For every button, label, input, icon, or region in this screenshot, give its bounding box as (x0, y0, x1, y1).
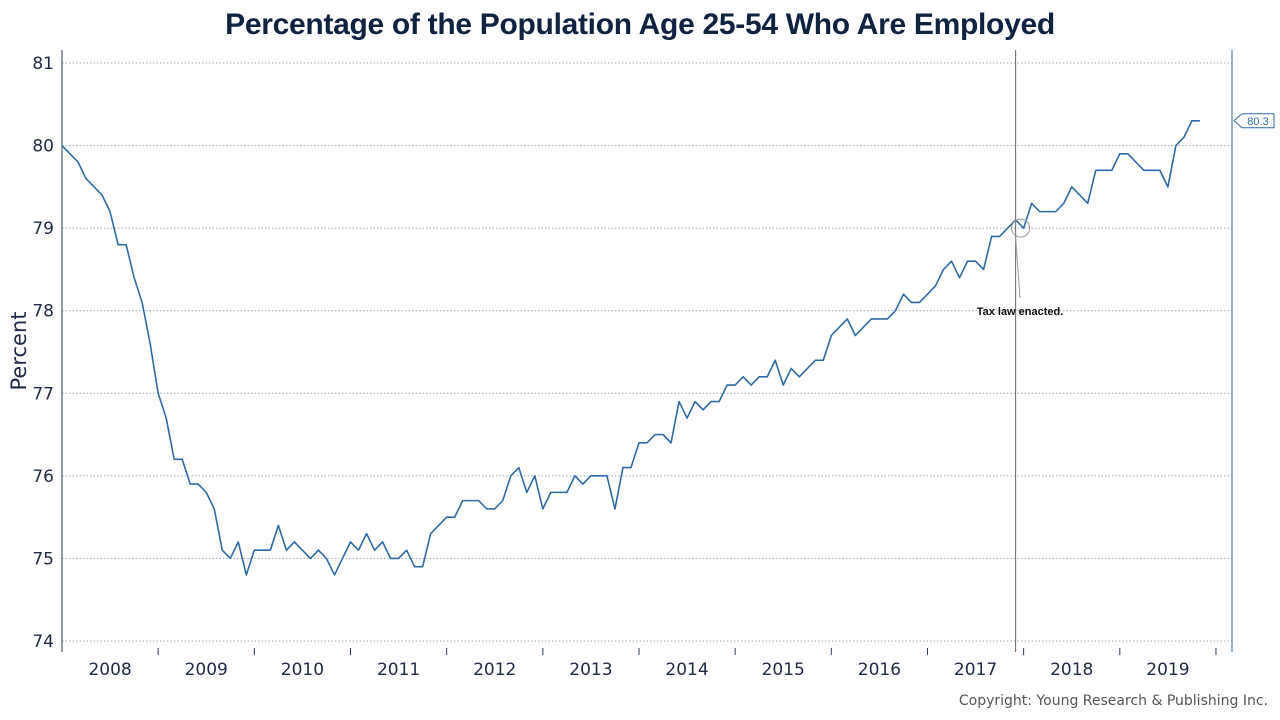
x-tick-label: 2010 (281, 660, 324, 680)
y-tick-label: 78 (32, 302, 54, 322)
x-tick-label: 2008 (88, 660, 131, 680)
last-value-label: 80.3 (1247, 116, 1268, 128)
y-tick-label: 79 (32, 219, 54, 239)
y-tick-label: 74 (32, 632, 54, 652)
x-tick-label: 2016 (858, 660, 901, 680)
gridlines (62, 62, 1232, 642)
x-tick-label: 2018 (1050, 660, 1093, 680)
series-layer (61, 120, 1200, 576)
x-tick-label: 2009 (185, 660, 228, 680)
copyright-notice: Copyright: Young Research & Publishing I… (958, 693, 1268, 709)
annotation-label: Tax law enacted. (977, 306, 1064, 318)
annotation-layer: Tax law enacted. 80.3 (977, 50, 1275, 652)
x-tick-label: 2014 (665, 660, 708, 680)
x-tick-label: 2017 (954, 660, 997, 680)
x-tick-label: 2011 (377, 660, 420, 680)
x-tick-label: 2012 (473, 660, 516, 680)
x-tick-label: 2015 (762, 660, 805, 680)
annotation-leader-line (1015, 237, 1021, 299)
y-tick-label: 76 (32, 467, 54, 487)
chart-title: Percentage of the Population Age 25-54 W… (225, 8, 1055, 41)
y-tick-labels: 74 75 76 77 78 79 80 81 (32, 54, 54, 652)
y-axis-label: Percent (7, 311, 31, 390)
x-tick-label: 2019 (1146, 660, 1189, 680)
y-tick-label: 81 (32, 54, 54, 74)
y-tick-label: 77 (32, 384, 54, 404)
annotation-circle (1011, 218, 1031, 238)
axes (61, 50, 1233, 655)
x-tick-label: 2013 (569, 660, 612, 680)
y-tick-label: 80 (32, 137, 54, 157)
last-value-callout (1233, 113, 1275, 129)
y-tick-label: 75 (32, 549, 54, 569)
series-line (61, 120, 1200, 576)
x-tick-labels: 2008 2009 2010 2011 2012 2013 2014 2015 2016 2017… (88, 660, 1189, 680)
